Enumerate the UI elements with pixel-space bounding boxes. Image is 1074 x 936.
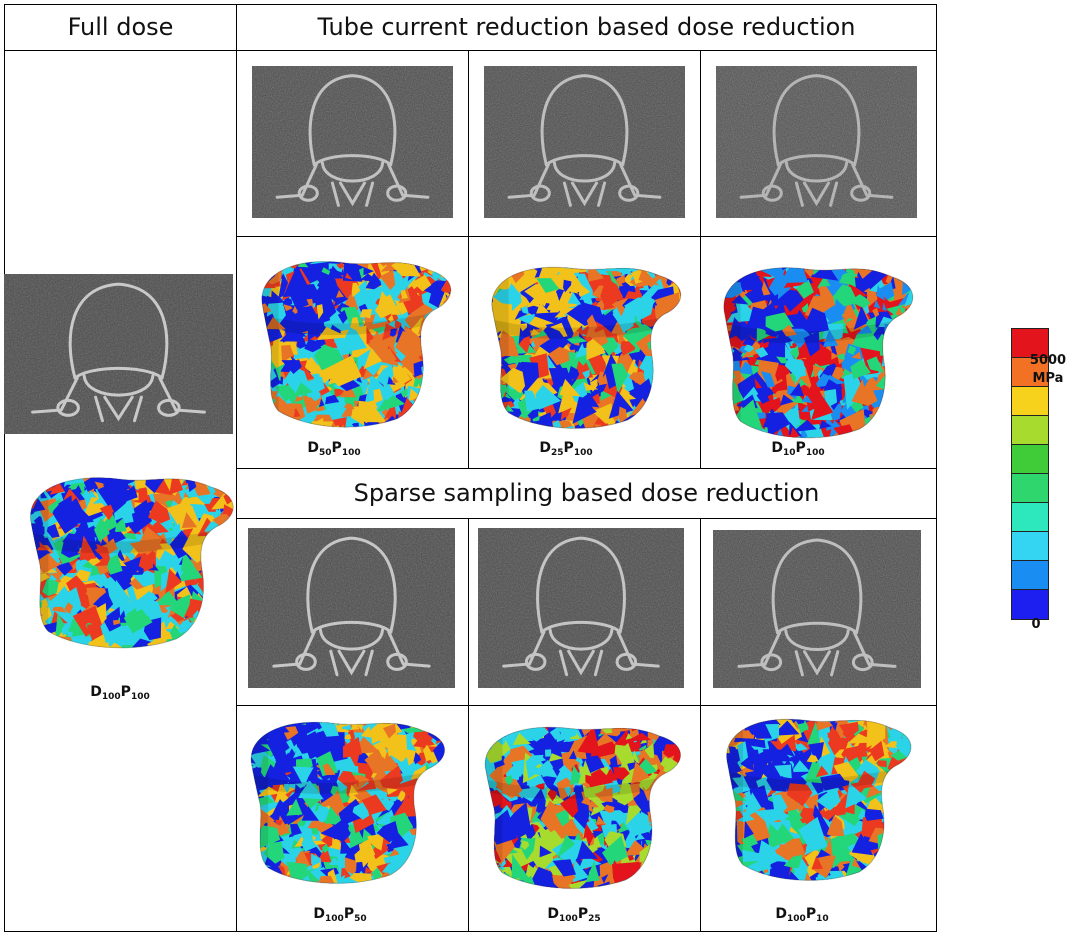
label-d100p100: D100P100	[90, 684, 150, 702]
sparse-row-divider	[236, 705, 937, 706]
column-divider-2	[700, 50, 701, 469]
ct-image-tube-d25	[484, 66, 685, 218]
vertebra-model-sparse-p50	[243, 713, 453, 893]
table-top-border	[4, 4, 937, 5]
column-divider-4	[700, 518, 701, 932]
table-right-border	[936, 4, 937, 932]
ct-image-tube-d50	[252, 66, 453, 218]
label-d50p100: D50P100	[307, 440, 361, 458]
colorbar-band	[1012, 561, 1048, 590]
sparse-header-bottom	[236, 518, 937, 519]
sparse-header-top	[236, 468, 937, 469]
full-dose-divider	[236, 4, 237, 932]
vertebra-model-tube-d10	[716, 258, 921, 448]
tube-row-divider	[236, 236, 937, 237]
colorbar-band	[1012, 387, 1048, 416]
tube-current-header: Tube current reduction based dose reduct…	[317, 13, 856, 41]
table-left-border	[4, 4, 5, 932]
colorbar-band	[1012, 329, 1048, 358]
colorbar-band	[1012, 358, 1048, 387]
ct-image-sparse-p50	[248, 528, 455, 688]
ct-image-sparse-p25	[478, 528, 684, 688]
vertebra-model-full-dose	[22, 468, 242, 658]
colorbar-band	[1012, 474, 1048, 503]
colorbar-band	[1012, 590, 1048, 619]
colorbar-max-label: 5000	[1029, 353, 1067, 368]
ct-image-tube-d10	[716, 66, 917, 218]
vertebra-model-sparse-p10	[719, 710, 919, 890]
header-divider	[4, 50, 937, 51]
sparse-sampling-header: Sparse sampling based dose reduction	[353, 479, 820, 507]
colorbar-min-label: 0	[1031, 617, 1041, 632]
colorbar-unit-label: MPa	[1032, 371, 1064, 386]
colorbar-band	[1012, 503, 1048, 532]
colorbar-band	[1012, 445, 1048, 474]
vertebra-model-tube-d25	[484, 258, 689, 438]
stress-colorbar	[1011, 328, 1049, 620]
ct-image-sparse-p10	[713, 530, 921, 688]
column-divider-3	[468, 518, 469, 932]
colorbar-band	[1012, 416, 1048, 445]
vertebra-model-tube-d50	[254, 252, 459, 437]
label-d25p100: D25P100	[539, 440, 593, 458]
label-d10p100: D10P100	[771, 440, 825, 458]
ct-image-full-dose	[4, 274, 233, 434]
label-d100p25: D100P25	[547, 906, 601, 924]
label-d100p10: D100P10	[775, 906, 829, 924]
table-bottom-border	[4, 931, 937, 932]
colorbar-band	[1012, 532, 1048, 561]
vertebra-model-sparse-p25	[477, 718, 689, 898]
column-divider-1	[468, 50, 469, 469]
full-dose-header: Full dose	[67, 13, 174, 41]
label-d100p50: D100P50	[313, 906, 367, 924]
